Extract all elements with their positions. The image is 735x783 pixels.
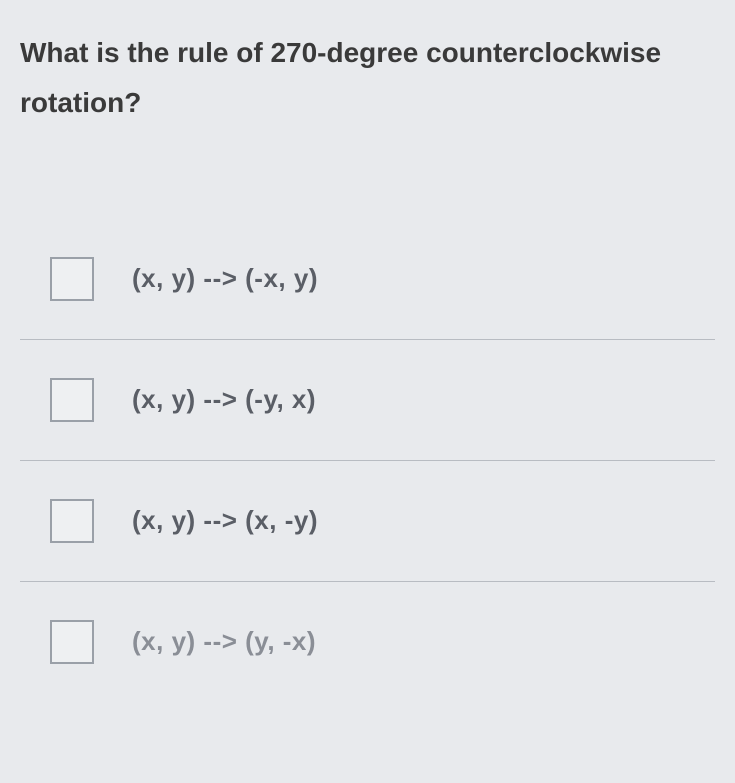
quiz-page: What is the rule of 270-degree countercl… xyxy=(0,0,735,783)
option-row[interactable]: (x, y) --> (-y, x) xyxy=(20,340,715,461)
option-row[interactable]: (x, y) --> (x, -y) xyxy=(20,461,715,582)
option-label: (x, y) --> (-x, y) xyxy=(132,263,318,294)
question-line-2: rotation? xyxy=(20,87,141,118)
option-label: (x, y) --> (x, -y) xyxy=(132,505,318,536)
checkbox-icon[interactable] xyxy=(50,620,94,664)
option-row[interactable]: (x, y) --> (y, -x) xyxy=(20,582,715,702)
checkbox-icon[interactable] xyxy=(50,378,94,422)
option-row[interactable]: (x, y) --> (-x, y) xyxy=(20,219,715,340)
checkbox-icon[interactable] xyxy=(50,499,94,543)
checkbox-icon[interactable] xyxy=(50,257,94,301)
option-label: (x, y) --> (-y, x) xyxy=(132,384,316,415)
option-label: (x, y) --> (y, -x) xyxy=(132,626,316,657)
options-list: (x, y) --> (-x, y) (x, y) --> (-y, x) (x… xyxy=(20,219,715,702)
question-text: What is the rule of 270-degree countercl… xyxy=(20,28,715,129)
question-line-1: What is the rule of 270-degree countercl… xyxy=(20,37,661,68)
